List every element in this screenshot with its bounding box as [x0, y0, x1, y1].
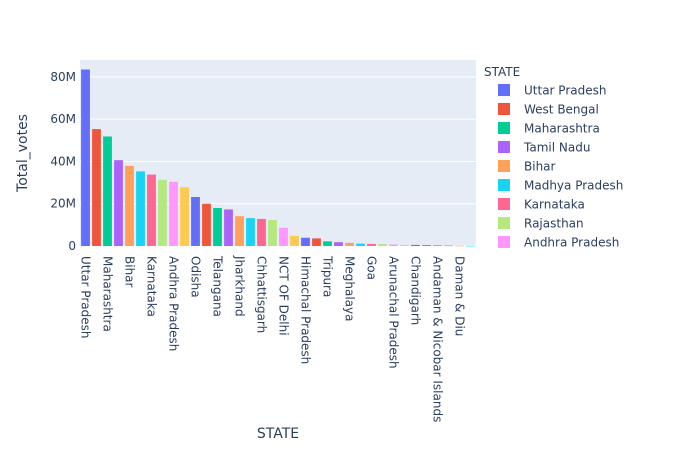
bar[interactable]	[268, 220, 277, 246]
x-tick-label: Maharashtra	[101, 256, 115, 332]
bar[interactable]	[92, 129, 101, 246]
legend-label: West Bengal	[524, 103, 599, 117]
legend-swatch	[498, 122, 510, 134]
y-tick-label: 0	[68, 239, 76, 253]
x-tick-label: Chandigarh	[409, 256, 423, 325]
bar[interactable]	[169, 181, 178, 246]
x-tick-label: NCT OF Delhi	[277, 256, 291, 336]
legend-swatch	[498, 141, 510, 153]
bar[interactable]	[301, 237, 310, 246]
bar[interactable]	[213, 207, 222, 246]
legend-item[interactable]: Uttar Pradesh	[498, 84, 606, 98]
bar[interactable]	[455, 245, 464, 247]
x-tick-label: Odisha	[189, 256, 203, 298]
x-tick-label: Tripura	[321, 255, 335, 297]
bar[interactable]	[411, 244, 420, 246]
legend-label: Andhra Pradesh	[524, 236, 619, 250]
x-tick-label: Telangana	[211, 255, 225, 317]
bar[interactable]	[191, 196, 200, 246]
legend-label: Madhya Pradesh	[524, 179, 623, 193]
bar[interactable]	[389, 244, 398, 246]
x-tick-label: Bihar	[123, 256, 137, 288]
legend-swatch	[498, 198, 510, 210]
legend-swatch	[498, 217, 510, 229]
legend-label: Tamil Nadu	[523, 141, 590, 155]
x-tick-label: Chhattisgarh	[255, 256, 269, 333]
legend-item[interactable]: Bihar	[498, 160, 556, 174]
legend-item[interactable]: Maharashtra	[498, 122, 600, 136]
bar[interactable]	[312, 238, 321, 246]
legend-item[interactable]: Madhya Pradesh	[498, 179, 623, 193]
legend-label: Uttar Pradesh	[524, 84, 606, 98]
y-tick-label: 20M	[50, 197, 76, 211]
bar[interactable]	[125, 165, 134, 246]
bar[interactable]	[345, 242, 354, 246]
bar[interactable]	[466, 245, 475, 247]
bar[interactable]	[147, 174, 156, 246]
legend-label: Rajasthan	[524, 217, 584, 231]
x-tick-label: Goa	[365, 256, 379, 280]
legend-swatch	[498, 236, 510, 248]
x-axis-label: STATE	[257, 426, 299, 442]
legend-swatch	[498, 179, 510, 191]
bar[interactable]	[180, 187, 189, 246]
bar[interactable]	[356, 243, 365, 246]
bar[interactable]	[334, 242, 343, 246]
y-axis-label: Total_votes	[15, 114, 31, 193]
legend-item[interactable]: Rajasthan	[498, 217, 584, 231]
bar[interactable]	[422, 245, 431, 246]
legend-label: Karnataka	[524, 198, 585, 212]
bars	[81, 69, 475, 247]
x-tick-label: Andhra Pradesh	[167, 256, 181, 351]
x-tick-label: Daman & Diu	[453, 256, 467, 336]
bar[interactable]	[246, 218, 255, 246]
bar[interactable]	[323, 241, 332, 246]
legend-item[interactable]: Andhra Pradesh	[498, 236, 619, 250]
legend-item[interactable]: West Bengal	[498, 103, 599, 117]
bar[interactable]	[235, 216, 244, 246]
x-axis-ticks: Uttar Pradesh Maharashtra Bihar Karnataka An…	[79, 255, 467, 422]
legend-label: Bihar	[524, 160, 556, 174]
bar[interactable]	[257, 218, 266, 246]
plot-background	[80, 60, 476, 246]
bar[interactable]	[290, 235, 299, 246]
bar[interactable]	[367, 243, 376, 246]
bar[interactable]	[400, 244, 409, 246]
bar[interactable]	[378, 244, 387, 246]
x-tick-label: Karnataka	[145, 256, 159, 317]
bar[interactable]	[202, 203, 211, 246]
bar[interactable]	[114, 160, 123, 246]
bar[interactable]	[81, 69, 90, 247]
legend[interactable]: Uttar Pradesh West Bengal Maharashtra Tamil…	[498, 84, 623, 250]
x-tick-label: Arunachal Pradesh	[387, 256, 401, 369]
y-tick-label: 60M	[50, 112, 76, 126]
x-tick-label: Uttar Pradesh	[79, 256, 93, 338]
bar[interactable]	[158, 179, 167, 246]
legend-swatch	[498, 103, 510, 115]
bar[interactable]	[279, 227, 288, 246]
x-tick-label: Jharkhand	[233, 255, 247, 317]
y-axis-ticks: 0 20M 40M 60M 80M	[50, 70, 76, 253]
bar[interactable]	[433, 245, 442, 246]
legend-item[interactable]: Tamil Nadu	[498, 141, 590, 155]
y-tick-label: 80M	[50, 70, 76, 84]
legend-label: Maharashtra	[524, 122, 600, 136]
bar[interactable]	[224, 209, 233, 246]
bar[interactable]	[444, 245, 453, 247]
x-tick-label: Andaman & Nicobar Islands	[431, 256, 445, 422]
x-tick-label: Himachal Pradesh	[299, 256, 313, 364]
legend-item[interactable]: Karnataka	[498, 198, 585, 212]
y-tick-label: 40M	[50, 154, 76, 168]
bar[interactable]	[136, 171, 145, 246]
bar[interactable]	[103, 136, 112, 246]
legend-swatch	[498, 160, 510, 172]
legend-title: STATE	[484, 65, 520, 79]
gridlines	[80, 76, 476, 247]
x-tick-label: Meghalaya	[343, 256, 357, 321]
legend-swatch	[498, 84, 510, 96]
